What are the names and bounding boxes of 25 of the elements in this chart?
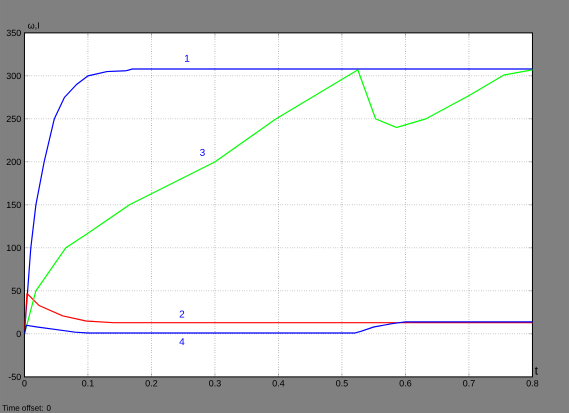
series-label: 1 xyxy=(185,54,190,62)
x-tick-label: 0.5 xyxy=(336,380,348,386)
series-label: 4 xyxy=(179,338,184,346)
y-axis-title: ω,I xyxy=(28,22,39,30)
y-tick-label: 250 xyxy=(6,116,21,122)
x-tick-label: 0.8 xyxy=(526,380,538,386)
y-tick-label: -50 xyxy=(8,374,21,380)
text: Time offset: 0 xyxy=(2,404,51,411)
x-tick-label: 0.3 xyxy=(209,380,221,386)
y-tick-label: 200 xyxy=(6,158,21,166)
y-tick-label: 50 xyxy=(12,288,21,294)
x-tick-label: 0.6 xyxy=(400,380,412,386)
x-tick-label: 0 xyxy=(22,380,27,386)
x-tick-label: 0.1 xyxy=(82,380,94,386)
y-tick-label: 100 xyxy=(6,244,21,252)
series-label: 2 xyxy=(180,310,184,318)
y-tick-label: 300 xyxy=(6,72,21,80)
y-tick-label: 150 xyxy=(6,202,21,208)
y-tick-label: 0 xyxy=(16,330,21,338)
x-axis-title: t xyxy=(534,366,538,375)
x-tick-label: 0.2 xyxy=(146,380,158,386)
x-tick-label: 0.7 xyxy=(463,380,475,386)
x-tick-label: 0.4 xyxy=(272,380,284,386)
y-tick-label: 350 xyxy=(6,30,21,36)
series-label: 3 xyxy=(200,148,205,156)
